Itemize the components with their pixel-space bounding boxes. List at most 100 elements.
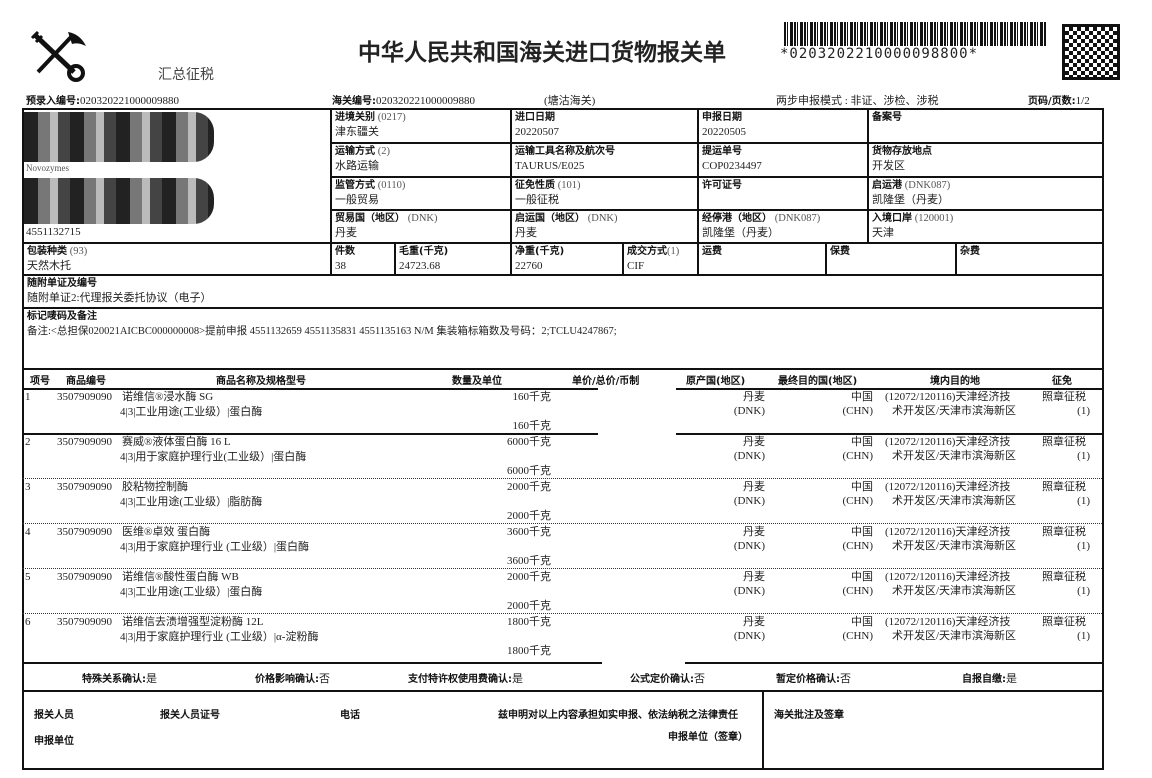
transport-mode-code: (2) [377,146,390,157]
customs-no: 020320221000009880 [376,95,475,107]
dest-country: 中国 [851,616,873,628]
levy-mode: 照章征税 [1042,571,1086,583]
trade-country-code: (DNK) [407,213,438,224]
table-row: 3 3507909090 胶粘物控制酶 4|3|工业用途(工业级）|脂肪酶 2000千克… [22,479,1102,524]
dep-port-label: 启运港 [872,180,902,191]
domestic-dest-2: 术开发区/天津市滨海新区 [892,630,1017,642]
supervision: 一般贸易 [335,194,379,206]
product-name: 医维®卓效 蛋白酶 [122,526,211,538]
marks: 备注:<总担保020021AICBC000000008>提前申报 4551132… [27,326,617,337]
vessel-label: 运输工具名称及航次号 [515,146,615,157]
col-hs-code: 商品编号 [66,376,106,387]
supervision-code: (0110) [377,180,406,191]
bl-label: 提运单号 [702,146,742,157]
dest-code: (CHN) [842,540,873,552]
dest-code: (CHN) [842,585,873,597]
phone-label: 电话 [340,710,360,721]
quantity-legal: 160千克 [512,420,552,432]
confirm-item: 自报自缴:是 [962,670,1017,686]
summary-tax-label: 汇总征税 [158,68,214,83]
hs-code: 3507909090 [57,436,112,448]
terms-code: (1) [667,246,680,257]
origin-country: 丹麦 [515,227,537,239]
levy-mode: 照章征税 [1042,526,1086,538]
quantity-legal: 2000千克 [507,510,551,522]
customs-no-label: 海关编号: [332,96,376,107]
item-no: 6 [25,616,31,628]
domestic-dest: (12072/120116)天津经济技 [885,481,1011,493]
supervision-label: 监管方式 [335,180,375,191]
product-spec: 4|3|工业用途(工业级）|蛋白酶 [120,586,263,598]
customs-note-label: 海关批注及签章 [774,710,844,721]
col-origin: 原产国(地区) [686,376,746,387]
origin-country-code: (DNK) [587,213,618,224]
confirm-value: 否 [840,673,851,685]
item-no: 4 [25,526,31,538]
barcode-text: *0203202210000098800* [780,46,979,62]
product-name: 赛威®液体蛋白酶 16 L [122,436,231,448]
gross-label: 毛重(千克) [399,246,449,257]
record-no-label: 备案号 [872,112,902,123]
origin-code: (DNK) [733,630,765,642]
confirm-item: 特殊关系确认:是 [82,670,157,686]
trade-country-label: 贸易国（地区） [335,213,405,224]
package-code: (93) [69,246,88,257]
entry-port-label: 进境关别 [335,112,375,123]
origin-country-label: 启运国（地区） [515,213,585,224]
domestic-dest: (12072/120116)天津经济技 [885,571,1011,583]
dest-code: (CHN) [842,630,873,642]
origin-code: (DNK) [733,585,765,597]
origin-country: 丹麦 [743,391,765,403]
hs-code: 3507909090 [57,481,112,493]
transport-mode: 水路运输 [335,160,379,172]
product-name: 诺维信®酸性蛋白酶 WB [122,571,239,583]
origin-country: 丹麦 [743,526,765,538]
quantity: 2000千克 [507,571,551,583]
confirm-label: 暂定价格确认: [776,674,840,685]
col-price: 单价/总价/币制 [572,376,640,387]
col-domestic: 境内目的地 [930,376,980,387]
confirm-item: 暂定价格确认:否 [776,670,851,686]
dest-code: (CHN) [842,495,873,507]
confirm-label: 公式定价确认: [630,674,694,685]
net-weight: 22760 [515,260,543,272]
dest-code: (CHN) [842,405,873,417]
confirm-value: 是 [146,673,157,685]
levy-mode: 照章征税 [1042,616,1086,628]
confirm-value: 是 [1006,673,1017,685]
hs-code: 3507909090 [57,526,112,538]
product-spec: 4|3|用于家庭护理行业 (工业级）|α-淀粉酶 [120,631,319,643]
table-row: 4 3507909090 医维®卓效 蛋白酶 4|3|用于家庭护理行业 (工业级）|蛋… [22,524,1102,569]
page-number: 1/2 [1075,95,1090,107]
domestic-dest: (12072/120116)天津经济技 [885,616,1011,628]
page-label: 页码/页数: [1028,96,1076,107]
pre-entry-no: 020320221000009880 [80,95,179,107]
table-row: 5 3507909090 诺维信®酸性蛋白酶 WB 4|3|工业用途(工业级）|蛋白酶… [22,569,1102,614]
trade-country: 丹麦 [335,227,357,239]
confirm-item: 公式定价确认:否 [630,670,705,686]
quantity-legal: 3600千克 [507,555,551,567]
declarant-id-label: 报关人员证号 [160,710,220,721]
dest-country: 中国 [851,526,873,538]
entry-port-code: (0217) [377,112,406,123]
dest-country: 中国 [851,571,873,583]
domestic-dest-2: 术开发区/天津市滨海新区 [892,585,1017,597]
product-name: 诺维信去渍增强型淀粉酶 12L [122,616,264,628]
levy-mode: 照章征税 [1042,436,1086,448]
quantity: 6000千克 [507,436,551,448]
levy-code: (1) [1077,540,1090,552]
origin-country: 丹麦 [743,436,765,448]
customs-office: (塘沽海关) [544,95,596,107]
domestic-dest-2: 术开发区/天津市滨海新区 [892,450,1017,462]
domestic-dest: (12072/120116)天津经济技 [885,391,1011,403]
table-row: 6 3507909090 诺维信去渍增强型淀粉酶 12L 4|3|用于家庭护理行业 (… [22,614,1102,659]
package-label: 包装种类 [27,246,67,257]
dest-country: 中国 [851,436,873,448]
quantity: 1800千克 [507,616,551,628]
qr-code [1062,24,1120,80]
docs-label: 随附单证及编号 [27,278,97,289]
quantity: 160千克 [512,391,552,403]
insurance-label: 保费 [830,246,850,257]
levy-code: (101) [557,180,581,191]
domestic-dest: (12072/120116)天津经济技 [885,436,1011,448]
